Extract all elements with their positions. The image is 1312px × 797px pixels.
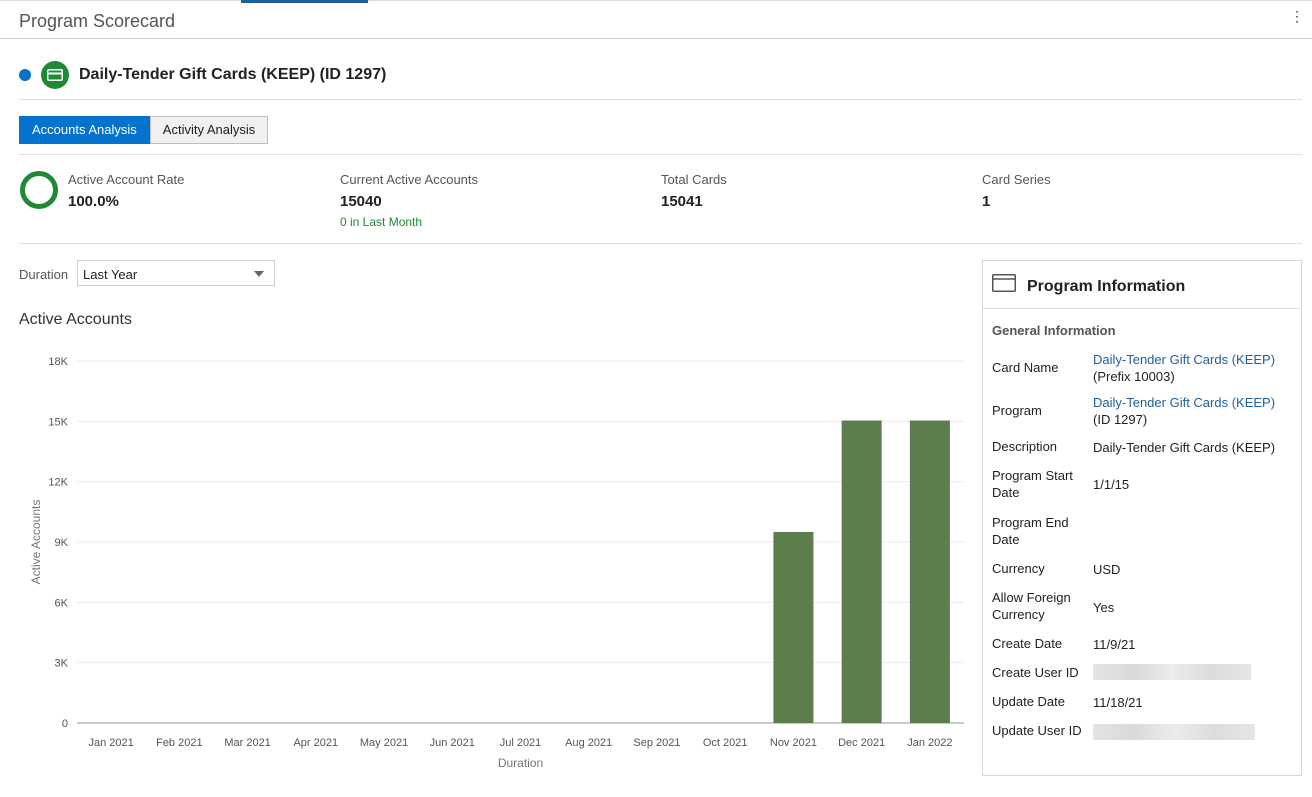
card-outline-icon [992, 274, 1016, 292]
info-value: Daily-Tender Gift Cards (KEEP) (ID 1297) [1093, 394, 1293, 428]
tab-activity-analysis[interactable]: Activity Analysis [149, 116, 269, 144]
more-options-icon[interactable]: ⋮ [1290, 8, 1304, 24]
y-tick-label: 12K [48, 477, 68, 489]
x-tick-label: Jul 2021 [500, 737, 542, 749]
redacted-value [1093, 724, 1293, 744]
info-value: USD [1093, 562, 1121, 577]
top-border [0, 0, 1312, 1]
status-dot [19, 69, 31, 81]
y-tick-label: 0 [62, 718, 68, 730]
section-title: General Information [992, 323, 1116, 338]
active-accounts-chart: 0 3K 6K 9K 12K 15K 18K Jan 2021 Feb 2021 Mar 2021… [29, 356, 964, 770]
duration-label: Duration [19, 267, 69, 282]
bar [841, 420, 882, 723]
card-prefix: (Prefix 10003) [1093, 369, 1175, 384]
info-key: Update User ID [992, 723, 1082, 738]
x-tick-label: Jan 2022 [907, 737, 952, 749]
program-information-panel: Program Information General Information … [982, 260, 1302, 776]
info-key: Currency [992, 561, 1045, 576]
y-tick-label: 9K [55, 537, 69, 549]
x-tick-label: Sep 2021 [633, 737, 680, 749]
program-name: Daily-Tender Gift Cards (KEEP) (ID 1297) [79, 66, 387, 83]
metric-label: Current Active Accounts [340, 172, 479, 187]
info-key: Program [992, 403, 1042, 418]
info-value: Daily-Tender Gift Cards (KEEP) (Prefix 10… [1093, 351, 1293, 385]
active-nav-indicator [241, 0, 368, 3]
metric-subtext: 0 in Last Month [340, 215, 423, 229]
page-header: Program Scorecard ⋮ [0, 1, 1312, 39]
x-tick-label: Apr 2021 [293, 737, 338, 749]
info-key: Program End Date [992, 515, 1069, 547]
metric-current-active-accounts: Current Active Accounts 15040 0 in Last … [340, 172, 478, 229]
bar [773, 531, 814, 723]
redacted-value [1093, 664, 1293, 684]
info-key: Program Start Date [992, 468, 1073, 500]
divider [19, 243, 1302, 244]
info-value: Daily-Tender Gift Cards (KEEP) [1093, 440, 1276, 455]
info-value: 11/9/21 [1093, 637, 1136, 652]
y-tick-label: 15K [48, 416, 68, 428]
metric-label: Active Account Rate [68, 172, 185, 187]
tab-bar: Accounts Analysis Activity Analysis [19, 116, 269, 144]
bar [909, 420, 950, 723]
x-tick-label: Mar 2021 [224, 737, 270, 749]
panel-title: Program Information [1027, 278, 1186, 295]
program-header: Daily-Tender Gift Cards (KEEP) (ID 1297) [19, 60, 386, 90]
divider [19, 99, 1302, 100]
info-key: Allow Foreign Currency [992, 590, 1071, 622]
y-tick-label: 3K [55, 658, 69, 670]
x-tick-label: Nov 2021 [770, 737, 817, 749]
panel-header: Program Information [983, 261, 1301, 309]
metric-active-account-rate: Active Account Rate 100.0% [68, 172, 184, 210]
card-icon [41, 61, 69, 89]
x-tick-label: Oct 2021 [703, 737, 748, 749]
y-tick-label: 6K [55, 597, 69, 609]
metric-value: 15041 [661, 193, 703, 210]
chart-title: Active Accounts [19, 311, 132, 328]
x-tick-label: May 2021 [360, 737, 408, 749]
chevron-down-icon [254, 271, 264, 277]
metric-label: Card Series [982, 172, 1051, 187]
y-tick-label: 18K [48, 356, 68, 368]
x-tick-label: Jun 2021 [430, 737, 475, 749]
metric-card-series: Card Series 1 [982, 172, 1051, 210]
info-key: Create User ID [992, 665, 1079, 680]
info-value: 1/1/15 [1093, 477, 1130, 492]
tab-accounts-analysis[interactable]: Accounts Analysis [19, 116, 150, 144]
info-key: Card Name [992, 360, 1059, 375]
metric-value: 1 [982, 193, 991, 210]
y-axis-title: Active Accounts [29, 500, 43, 585]
metric-value: 15040 [340, 193, 382, 210]
program-link[interactable]: Daily-Tender Gift Cards (KEEP) [1093, 395, 1276, 410]
metric-value: 100.0% [68, 193, 119, 210]
program-id: (ID 1297) [1093, 412, 1148, 427]
info-key: Update Date [992, 694, 1065, 709]
x-axis-title: Duration [498, 756, 543, 770]
x-tick-label: Jan 2021 [88, 737, 133, 749]
info-key: Description [992, 439, 1058, 454]
metric-label: Total Cards [661, 172, 727, 187]
info-value: 11/18/21 [1093, 695, 1143, 710]
metric-total-cards: Total Cards 15041 [661, 172, 727, 210]
x-tick-label: Dec 2021 [838, 737, 885, 749]
x-tick-label: Feb 2021 [156, 737, 202, 749]
duration-value: Last Year [83, 267, 138, 282]
x-tick-label: Aug 2021 [565, 737, 612, 749]
page-title: Program Scorecard [19, 11, 176, 31]
info-key: Create Date [992, 636, 1063, 651]
active-rate-ring-icon [20, 171, 58, 209]
duration-select[interactable]: Last Year [77, 260, 275, 286]
divider [19, 154, 1302, 155]
card-name-link[interactable]: Daily-Tender Gift Cards (KEEP) [1093, 352, 1276, 367]
info-value: Yes [1093, 600, 1115, 615]
